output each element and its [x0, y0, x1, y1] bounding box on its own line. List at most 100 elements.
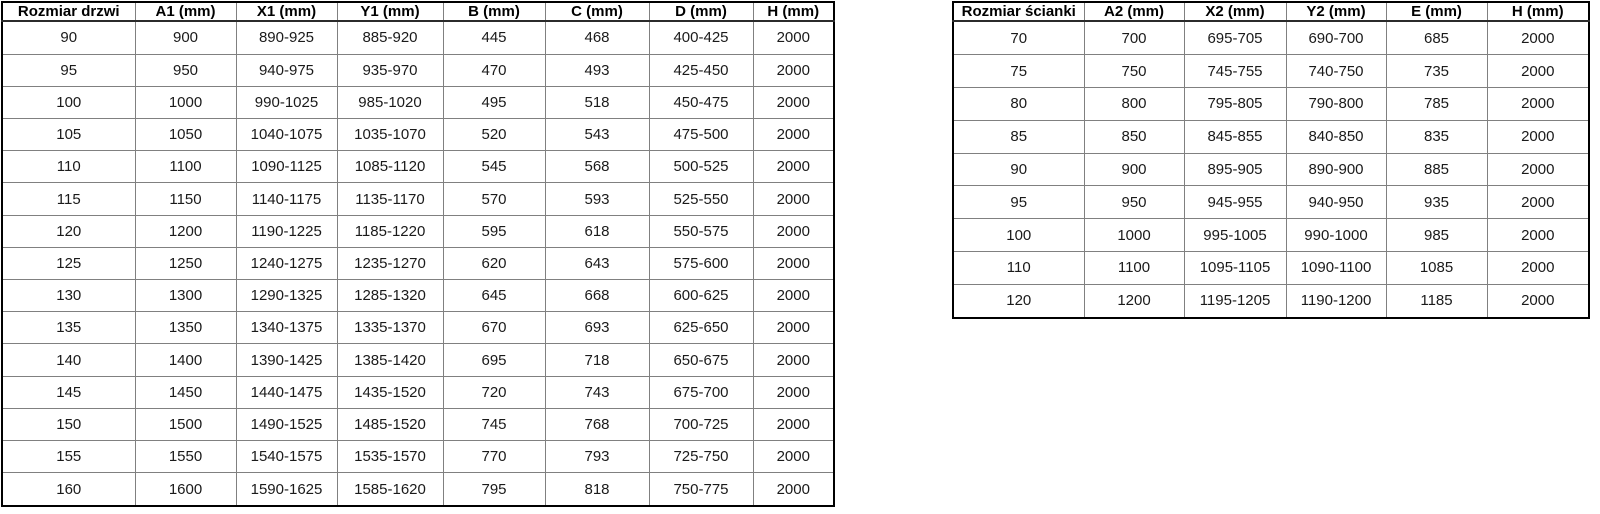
- table-cell: 450-475: [648, 85, 754, 120]
- table-row: 80 800 795-805 790-800 785 2000: [952, 87, 1590, 121]
- table-cell: 120: [1, 214, 136, 248]
- table-cell: 1435-1520: [336, 375, 444, 409]
- table-cell: 795: [442, 472, 546, 507]
- table-cell: 1385-1420: [336, 343, 444, 377]
- table-cell: 2000: [752, 20, 835, 55]
- table-cell: 1050: [134, 117, 237, 152]
- table-cell: 75: [952, 54, 1085, 88]
- table-cell: 1135-1170: [336, 182, 444, 216]
- table-cell: 985-1020: [336, 85, 444, 120]
- table-row: 70 700 695-705 690-700 685 2000: [952, 20, 1590, 56]
- column-header: Rozmiar ścianki: [952, 1, 1085, 22]
- table-cell: 745: [442, 407, 546, 442]
- door-table-header-row: Rozmiar drzwi A1 (mm) X1 (mm) Y1 (mm) B (mm)…: [1, 1, 835, 22]
- table-cell: 468: [544, 20, 650, 55]
- table-row: 90 900 890-925 885-920 445 468 400-425 2000: [1, 20, 835, 55]
- table-cell: 2000: [1486, 283, 1590, 319]
- table-cell: 785: [1385, 87, 1488, 121]
- table-cell: 150: [1, 407, 136, 442]
- column-header: B (mm): [442, 1, 546, 22]
- table-cell: 2000: [752, 472, 835, 507]
- table-cell: 793: [544, 440, 650, 474]
- table-cell: 445: [442, 20, 546, 55]
- table-cell: 593: [544, 182, 650, 216]
- column-header: Rozmiar drzwi: [1, 1, 136, 22]
- table-cell: 475-500: [648, 117, 754, 152]
- table-cell: 750: [1083, 54, 1185, 88]
- table-cell: 1250: [134, 246, 237, 281]
- column-header: C (mm): [544, 1, 650, 22]
- table-cell: 625-650: [648, 311, 754, 345]
- table-cell: 1240-1275: [235, 246, 338, 281]
- table-cell: 575-600: [648, 246, 754, 281]
- table-cell: 1190-1200: [1285, 283, 1387, 319]
- table-cell: 1285-1320: [336, 279, 444, 313]
- table-cell: 495: [442, 85, 546, 120]
- table-cell: 1100: [1083, 250, 1185, 285]
- table-cell: 1000: [1083, 218, 1185, 252]
- table-cell: 1550: [134, 440, 237, 474]
- table-cell: 650-675: [648, 343, 754, 377]
- table-cell: 670: [442, 311, 546, 345]
- table-row: 120 1200 1195-1205 1190-1200 1185 2000: [952, 283, 1590, 319]
- table-cell: 545: [442, 150, 546, 184]
- table-row: 110 1100 1090-1125 1085-1120 545 568 500-525 20…: [1, 150, 835, 184]
- column-header: A2 (mm): [1083, 1, 1185, 22]
- table-cell: 110: [952, 250, 1085, 285]
- column-header: E (mm): [1385, 1, 1488, 22]
- table-cell: 795-805: [1183, 87, 1287, 121]
- table-cell: 685: [1385, 20, 1488, 56]
- table-cell: 85: [952, 119, 1085, 154]
- table-cell: 600-625: [648, 279, 754, 313]
- table-cell: 400-425: [648, 20, 754, 55]
- table-cell: 145: [1, 375, 136, 409]
- table-cell: 1200: [1083, 283, 1185, 319]
- table-row: 135 1350 1340-1375 1335-1370 670 693 625-650 20…: [1, 311, 835, 345]
- table-cell: 2000: [752, 407, 835, 442]
- table-cell: 2000: [1486, 185, 1590, 220]
- table-cell: 110: [1, 150, 136, 184]
- table-cell: 1185-1220: [336, 214, 444, 248]
- table-row: 100 1000 990-1025 985-1020 495 518 450-475 2000: [1, 85, 835, 120]
- table-cell: 470: [442, 53, 546, 87]
- table-cell: 1090-1100: [1285, 250, 1387, 285]
- table-cell: 835: [1385, 119, 1488, 154]
- table-cell: 790-800: [1285, 87, 1387, 121]
- table-cell: 1095-1105: [1183, 250, 1287, 285]
- table-cell: 2000: [1486, 250, 1590, 285]
- table-row: 155 1550 1540-1575 1535-1570 770 793 725-750 20…: [1, 440, 835, 474]
- table-cell: 770: [442, 440, 546, 474]
- table-cell: 845-855: [1183, 119, 1287, 154]
- table-cell: 550-575: [648, 214, 754, 248]
- table-cell: 2000: [752, 246, 835, 281]
- table-cell: 95: [1, 53, 136, 87]
- table-cell: 990-1000: [1285, 218, 1387, 252]
- table-cell: 120: [952, 283, 1085, 319]
- table-cell: 543: [544, 117, 650, 152]
- table-row: 130 1300 1290-1325 1285-1320 645 668 600-625 20…: [1, 279, 835, 313]
- wall-size-table: Rozmiar ścianki A2 (mm) X2 (mm) Y2 (mm) E (m…: [952, 1, 1590, 319]
- table-cell: 1400: [134, 343, 237, 377]
- table-cell: 2000: [1486, 218, 1590, 252]
- table-cell: 2000: [752, 150, 835, 184]
- table-cell: 693: [544, 311, 650, 345]
- table-cell: 900: [134, 20, 237, 55]
- table-cell: 130: [1, 279, 136, 313]
- table-cell: 100: [952, 218, 1085, 252]
- table-cell: 935: [1385, 185, 1488, 220]
- table-cell: 2000: [752, 85, 835, 120]
- table-cell: 750-775: [648, 472, 754, 507]
- table-cell: 595: [442, 214, 546, 248]
- table-row: 125 1250 1240-1275 1235-1270 620 643 575-600 20…: [1, 246, 835, 281]
- table-cell: 885: [1385, 152, 1488, 187]
- table-cell: 520: [442, 117, 546, 152]
- table-row: 115 1150 1140-1175 1135-1170 570 593 525-550 20…: [1, 182, 835, 216]
- table-cell: 570: [442, 182, 546, 216]
- table-cell: 518: [544, 85, 650, 120]
- table-cell: 745-755: [1183, 54, 1287, 88]
- table-cell: 1300: [134, 279, 237, 313]
- column-header: X1 (mm): [235, 1, 338, 22]
- table-cell: 620: [442, 246, 546, 281]
- table-cell: 1490-1525: [235, 407, 338, 442]
- table-row: 140 1400 1390-1425 1385-1420 695 718 650-675 20…: [1, 343, 835, 377]
